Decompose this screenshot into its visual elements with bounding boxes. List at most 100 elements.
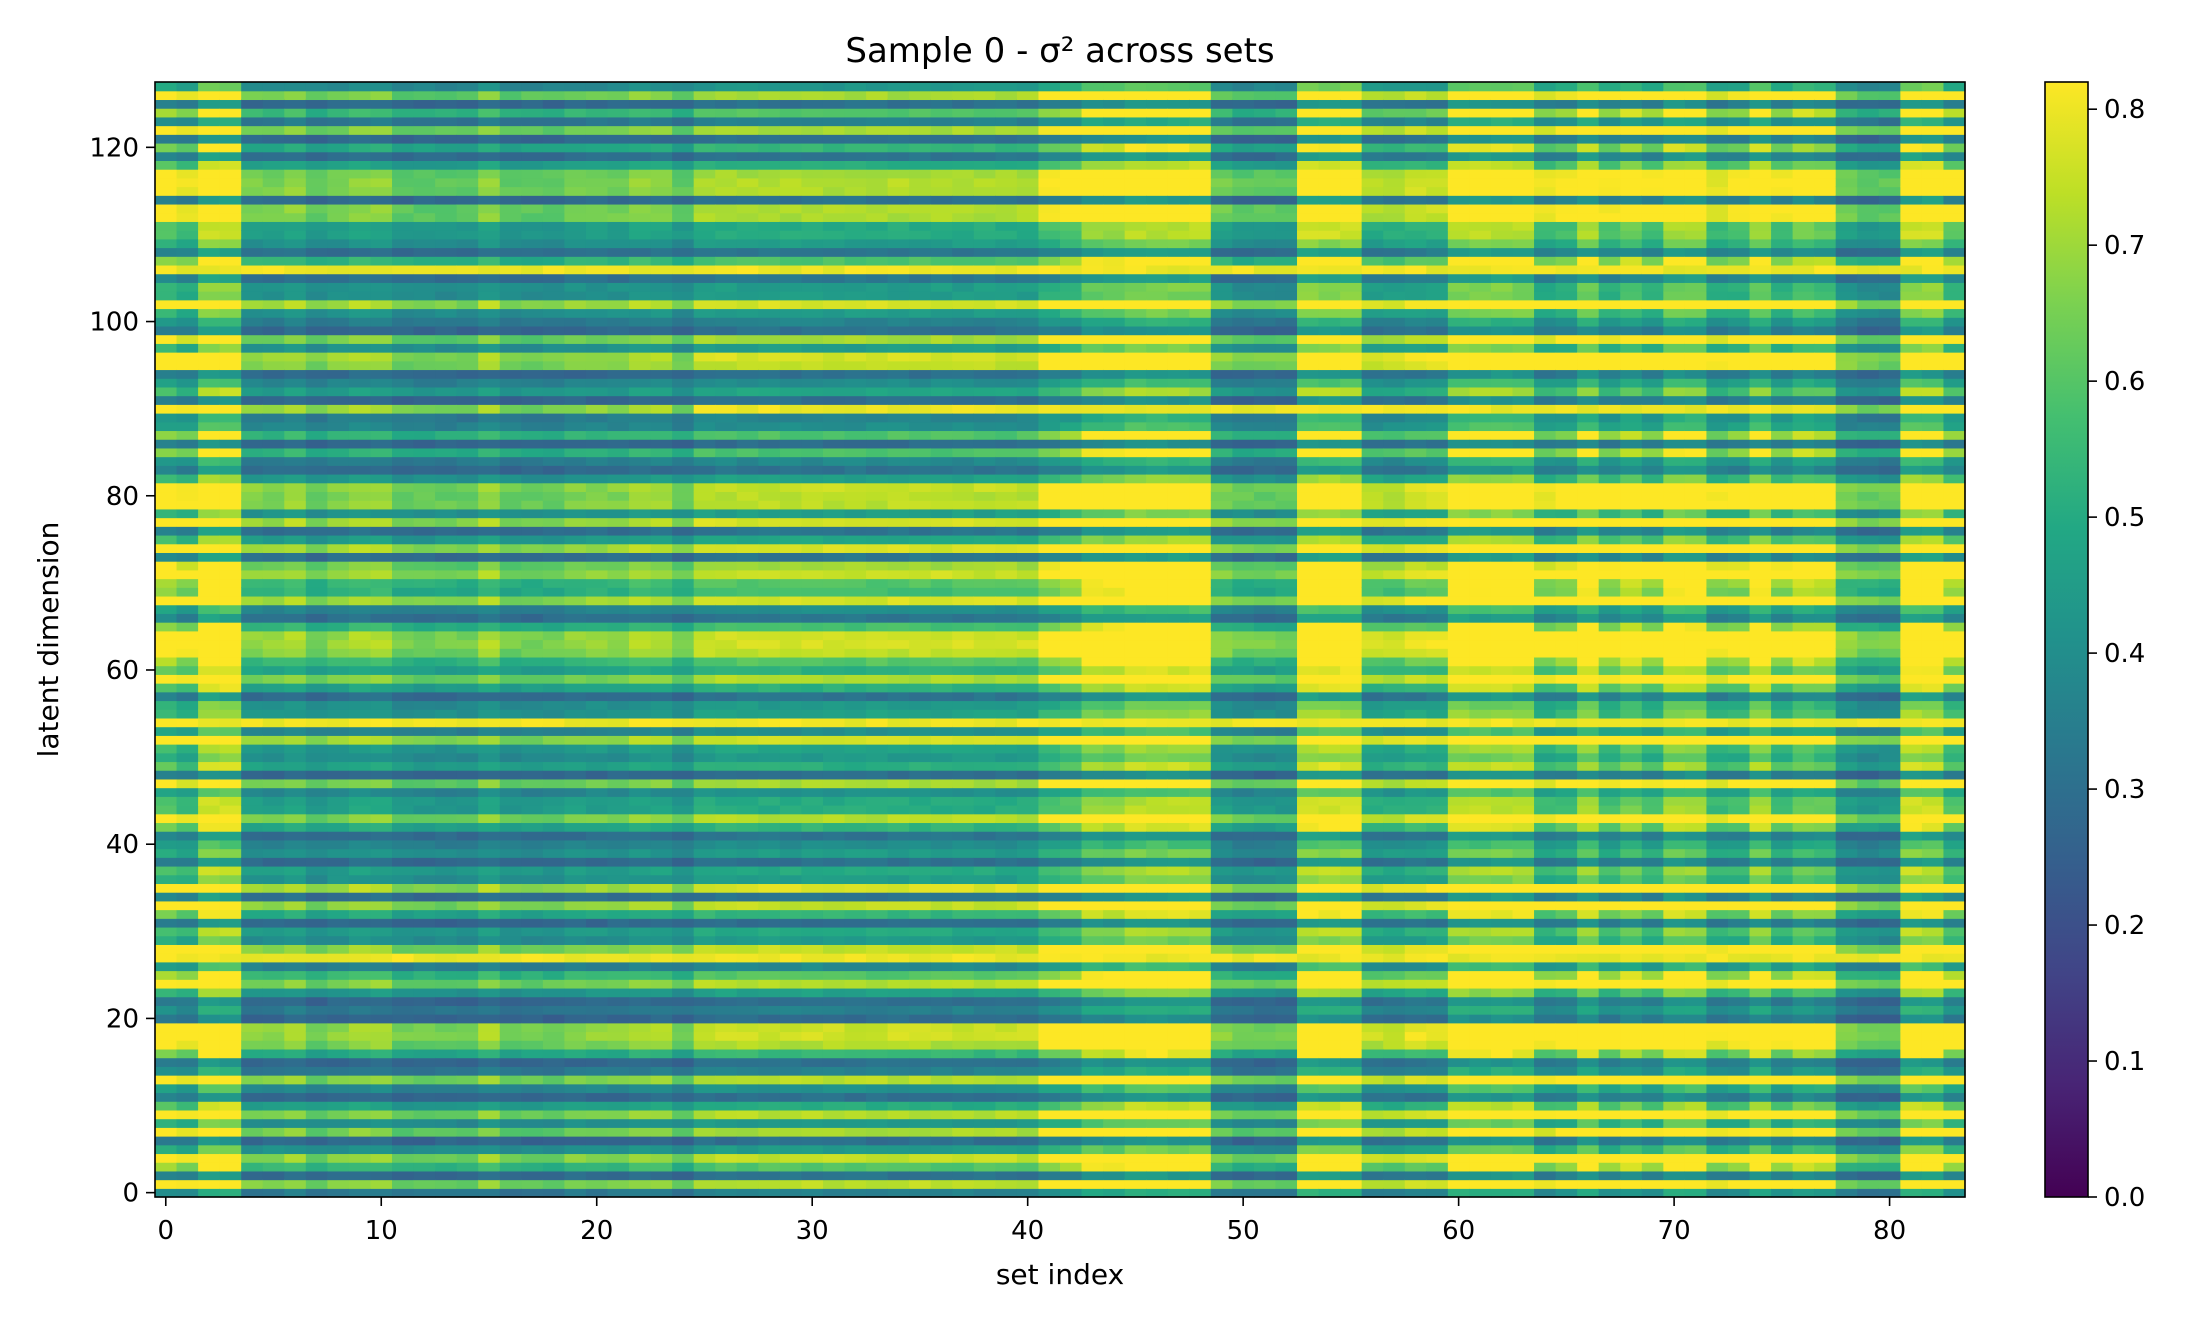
heatmap-cell bbox=[219, 1144, 242, 1155]
heatmap-cell bbox=[715, 177, 738, 188]
heatmap-cell bbox=[564, 805, 587, 815]
heatmap-cell bbox=[715, 195, 738, 205]
heatmap-cell bbox=[327, 569, 350, 580]
heatmap-cell bbox=[521, 352, 544, 362]
heatmap-cell bbox=[672, 787, 695, 797]
heatmap-cell bbox=[348, 709, 372, 719]
heatmap-cell bbox=[693, 656, 716, 667]
heatmap-cell bbox=[844, 264, 867, 275]
heatmap-cell bbox=[155, 578, 178, 588]
heatmap-cell bbox=[564, 857, 587, 867]
heatmap-cell bbox=[542, 622, 566, 632]
heatmap-cell bbox=[973, 1162, 996, 1172]
heatmap-cell bbox=[866, 613, 889, 623]
heatmap-cell bbox=[693, 352, 716, 362]
heatmap-cell bbox=[370, 613, 393, 623]
heatmap-cell bbox=[521, 987, 544, 998]
heatmap-cell bbox=[305, 970, 328, 980]
heatmap-cell bbox=[327, 674, 350, 684]
heatmap-cell bbox=[241, 1066, 264, 1076]
heatmap-cell bbox=[736, 282, 759, 292]
heatmap-cell bbox=[693, 230, 716, 240]
heatmap-cell bbox=[370, 874, 393, 885]
heatmap-cell bbox=[629, 578, 652, 588]
heatmap-cell bbox=[629, 291, 652, 301]
heatmap-cell bbox=[693, 491, 716, 501]
heatmap-cell bbox=[909, 395, 932, 405]
heatmap-cell bbox=[413, 865, 436, 876]
heatmap-cell bbox=[909, 108, 932, 118]
heatmap-cell bbox=[585, 900, 609, 911]
heatmap-cell bbox=[521, 177, 544, 188]
heatmap-cell bbox=[542, 926, 566, 937]
heatmap-cell bbox=[758, 413, 781, 423]
heatmap-cell bbox=[370, 195, 393, 205]
heatmap-cell bbox=[973, 473, 996, 484]
heatmap-cell bbox=[435, 953, 458, 963]
heatmap-cell bbox=[650, 160, 673, 170]
heatmap-cell bbox=[715, 726, 738, 736]
heatmap-cell bbox=[672, 238, 695, 249]
heatmap-cell bbox=[909, 247, 932, 257]
heatmap-cell bbox=[176, 369, 199, 379]
heatmap-cell bbox=[952, 987, 975, 998]
heatmap-cell bbox=[198, 177, 221, 188]
heatmap-cell bbox=[284, 1188, 307, 1198]
heatmap-cell bbox=[973, 421, 996, 432]
heatmap-cell bbox=[585, 1075, 609, 1085]
heatmap-cell bbox=[327, 508, 350, 519]
heatmap-cell bbox=[693, 430, 716, 440]
heatmap-cell bbox=[585, 543, 609, 553]
heatmap-cell bbox=[542, 378, 566, 388]
heatmap-cell bbox=[542, 970, 566, 980]
heatmap-cell bbox=[262, 325, 285, 336]
heatmap-cell bbox=[262, 465, 285, 475]
heatmap-cell bbox=[693, 883, 716, 893]
heatmap-cell bbox=[348, 726, 372, 736]
heatmap-cell bbox=[564, 822, 587, 832]
heatmap-cell bbox=[392, 1092, 415, 1102]
heatmap-cell bbox=[262, 430, 285, 440]
heatmap-cell bbox=[542, 587, 566, 597]
heatmap-cell bbox=[478, 508, 501, 519]
heatmap-cell bbox=[198, 595, 221, 606]
heatmap-cell bbox=[155, 874, 178, 885]
heatmap-cell bbox=[715, 116, 738, 127]
heatmap-cell bbox=[413, 1188, 436, 1198]
heatmap-cell bbox=[542, 1101, 566, 1111]
heatmap-cell bbox=[607, 108, 630, 118]
heatmap-cell bbox=[758, 944, 781, 954]
heatmap-cell bbox=[478, 543, 501, 553]
heatmap-cell bbox=[629, 857, 652, 867]
heatmap-cell bbox=[693, 770, 716, 780]
heatmap-cell bbox=[779, 709, 803, 719]
heatmap-cell bbox=[284, 944, 307, 954]
heatmap-cell bbox=[693, 796, 716, 806]
heatmap-cell bbox=[370, 630, 393, 641]
heatmap-cell bbox=[435, 709, 458, 719]
heatmap-cell bbox=[327, 1188, 350, 1198]
heatmap-cell bbox=[262, 134, 285, 144]
heatmap-cell bbox=[176, 778, 199, 789]
heatmap-cell bbox=[327, 1153, 350, 1163]
heatmap-cell bbox=[262, 752, 285, 763]
heatmap-cell bbox=[521, 1075, 544, 1085]
heatmap-cell bbox=[866, 116, 889, 127]
heatmap-cell bbox=[736, 482, 759, 493]
heatmap-cell bbox=[521, 116, 544, 127]
heatmap-cell bbox=[456, 709, 479, 719]
heatmap-cell bbox=[284, 386, 307, 397]
heatmap-cell bbox=[262, 447, 285, 458]
heatmap-cell bbox=[909, 230, 932, 240]
heatmap-cell bbox=[973, 691, 996, 702]
heatmap-cell bbox=[284, 1127, 307, 1137]
heatmap-cell bbox=[348, 343, 372, 353]
heatmap-cell bbox=[564, 203, 587, 214]
heatmap-cell bbox=[198, 526, 221, 536]
heatmap-cell bbox=[822, 1144, 846, 1155]
heatmap-cell bbox=[219, 195, 242, 205]
heatmap-cell bbox=[973, 700, 996, 710]
heatmap-cell bbox=[909, 796, 932, 806]
heatmap-cell bbox=[973, 299, 996, 310]
heatmap-cell bbox=[629, 491, 652, 501]
